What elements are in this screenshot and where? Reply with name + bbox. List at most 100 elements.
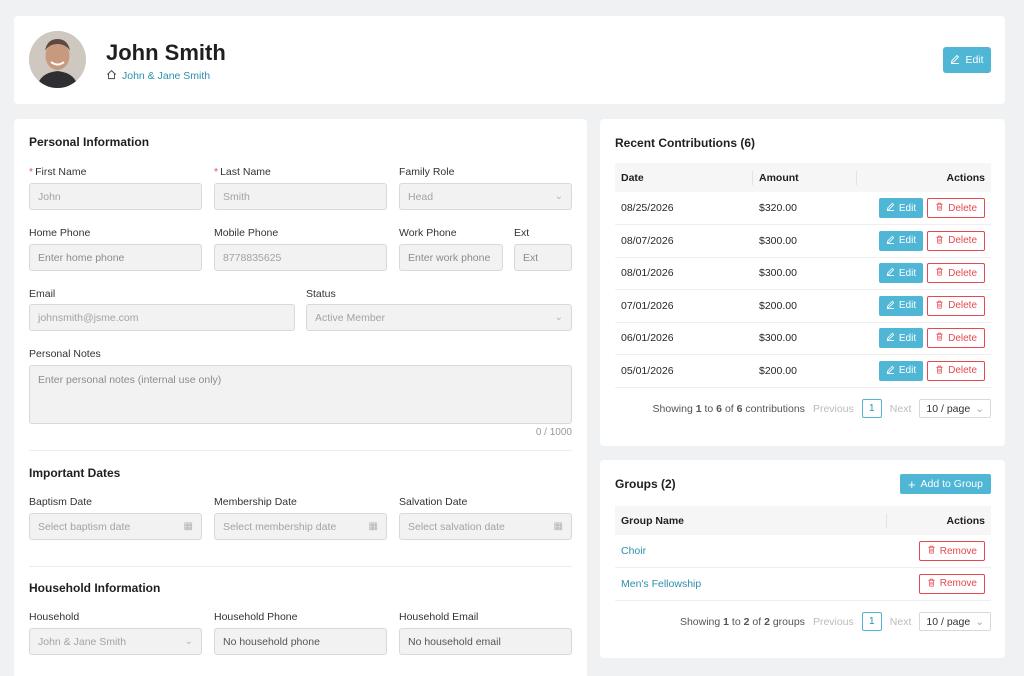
household-email-label: Household Email: [399, 611, 479, 623]
page-1-button[interactable]: 1: [861, 399, 882, 418]
household-link[interactable]: John & Jane Smith: [106, 69, 210, 83]
trash-icon: [927, 545, 936, 557]
household-select[interactable]: John & Jane Smith ⌄: [29, 628, 202, 655]
important-dates-title: Important Dates: [29, 466, 121, 480]
trash-icon: [935, 202, 944, 214]
membership-date-picker[interactable]: Select membership date ▦: [214, 513, 387, 540]
home-phone-label: Home Phone: [29, 227, 91, 239]
edit-profile-button[interactable]: Edit: [943, 47, 991, 73]
last-name-label: * Last Name: [214, 166, 271, 178]
ext-label: Ext: [514, 227, 530, 239]
trash-icon: [935, 332, 944, 344]
delete-contribution-button[interactable]: Delete: [927, 230, 985, 251]
calendar-icon: ▦: [368, 521, 378, 532]
plus-icon: +: [907, 476, 916, 492]
personal-info-title: Personal Information: [29, 135, 150, 149]
remove-group-button[interactable]: Remove: [918, 541, 985, 561]
edit-contribution-button[interactable]: Edit: [878, 230, 924, 251]
add-to-group-label: Add to Group: [920, 478, 983, 490]
ext-input[interactable]: Ext: [514, 244, 572, 271]
home-phone-input[interactable]: Enter home phone: [29, 244, 202, 271]
baptism-date-label: Baptism Date: [29, 496, 93, 508]
contribution-amount: $300.00: [759, 267, 797, 279]
groups-table-header: Group Name Actions: [615, 506, 991, 535]
table-row: 08/25/2026 $320.00 Edit Delete: [615, 192, 991, 225]
group-name-link[interactable]: Choir: [621, 545, 647, 557]
contribution-amount: $300.00: [759, 234, 797, 247]
contribution-date: 08/07/2026: [621, 234, 674, 247]
groups-pagination: Showing 1 to 2 of 2 groups Previous 1 Ne…: [680, 612, 991, 631]
first-name-input[interactable]: John: [29, 183, 202, 210]
salvation-date-picker[interactable]: Select salvation date ▦: [399, 513, 572, 540]
edit-contribution-button[interactable]: Edit: [878, 360, 924, 381]
person-name: John Smith: [106, 40, 226, 65]
membership-date-label: Membership Date: [214, 496, 297, 508]
chevron-down-icon: ⌄: [554, 191, 563, 202]
household-info-title: Household Information: [29, 581, 161, 595]
col-group-name: Group Name: [621, 514, 685, 527]
divider: [29, 566, 572, 567]
pencil-icon: [886, 267, 895, 279]
household-phone-label: Household Phone: [214, 611, 298, 623]
edit-contribution-button[interactable]: Edit: [878, 328, 924, 348]
baptism-date-picker[interactable]: Select baptism date ▦: [29, 513, 202, 540]
contribution-date: 05/01/2026: [621, 364, 674, 377]
edit-contribution-button[interactable]: Edit: [878, 295, 924, 316]
calendar-icon: ▦: [553, 521, 563, 532]
table-row: 06/01/2026 $300.00 Edit Delete: [615, 322, 991, 355]
profile-header: John Smith John & Jane Smith Edit: [14, 16, 1005, 104]
page-1-button[interactable]: 1: [861, 612, 882, 631]
last-name-input[interactable]: Smith: [214, 183, 387, 210]
avatar: [29, 31, 86, 88]
previous-page-button[interactable]: Previous: [812, 402, 854, 415]
groups-card: Groups (2) + Add to Group Group Name Act…: [600, 460, 1005, 658]
personal-notes-label: Personal Notes: [29, 348, 101, 360]
delete-contribution-button[interactable]: Delete: [927, 198, 985, 218]
contributions-showing-text: Showing 1 to 6 of 6 contributions: [652, 402, 805, 415]
delete-contribution-button[interactable]: Delete: [927, 295, 985, 316]
delete-contribution-button[interactable]: Delete: [927, 360, 985, 381]
notes-char-counter: 0 / 1000: [535, 427, 572, 438]
pencil-icon: [886, 202, 895, 214]
contributions-card: Recent Contributions (6) Date Amount Act…: [600, 119, 1005, 446]
pencil-icon: [886, 332, 895, 344]
pencil-icon: [886, 235, 895, 247]
edit-contribution-button[interactable]: Edit: [878, 198, 924, 218]
previous-page-button[interactable]: Previous: [812, 615, 854, 628]
contribution-date: 08/01/2026: [621, 267, 674, 279]
remove-group-button[interactable]: Remove: [918, 573, 985, 594]
household-email-field: No household email: [399, 628, 572, 655]
col-date: Date: [621, 171, 644, 184]
mobile-phone-label: Mobile Phone: [214, 227, 279, 239]
status-select[interactable]: Active Member ⌄: [306, 304, 572, 331]
family-role-select[interactable]: Head ⌄: [399, 183, 572, 210]
pencil-icon: [950, 54, 960, 67]
next-page-button[interactable]: Next: [889, 615, 912, 628]
email-input[interactable]: johnsmith@jsme.com: [29, 304, 295, 331]
next-page-button[interactable]: Next: [889, 402, 912, 415]
contribution-date: 06/01/2026: [621, 332, 674, 344]
edit-contribution-button[interactable]: Edit: [878, 263, 924, 283]
first-name-label: * First Name: [29, 166, 87, 178]
calendar-icon: ▦: [183, 521, 193, 532]
work-phone-input[interactable]: Enter work phone: [399, 244, 503, 271]
page-size-select[interactable]: 10 / page ⌄: [919, 612, 991, 631]
salvation-date-label: Salvation Date: [399, 496, 468, 508]
add-to-group-button[interactable]: + Add to Group: [899, 474, 991, 494]
trash-icon: [935, 267, 944, 279]
group-name-link[interactable]: Men's Fellowship: [621, 577, 702, 590]
table-row: 05/01/2026 $200.00 Edit Delete: [615, 355, 991, 388]
groups-title: Groups (2): [615, 477, 676, 491]
contribution-amount: $300.00: [759, 332, 797, 344]
status-label: Status: [306, 288, 336, 300]
personal-notes-textarea[interactable]: Enter personal notes (internal use only): [29, 365, 572, 424]
mobile-phone-input[interactable]: 8778835625: [214, 244, 387, 271]
contribution-amount: $200.00: [759, 299, 797, 312]
contribution-amount: $320.00: [759, 202, 797, 214]
page-size-select[interactable]: 10 / page ⌄: [919, 399, 991, 418]
delete-contribution-button[interactable]: Delete: [927, 263, 985, 283]
chevron-down-icon: ⌄: [184, 636, 193, 647]
pencil-icon: [886, 365, 895, 377]
delete-contribution-button[interactable]: Delete: [927, 328, 985, 348]
chevron-down-icon: ⌄: [554, 312, 563, 323]
